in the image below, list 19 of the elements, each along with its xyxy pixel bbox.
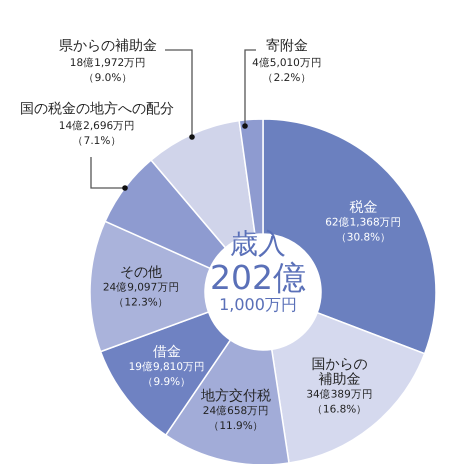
slice-label: 借金 (152, 344, 181, 360)
data-label: 24億658万円（11.9%） (202, 404, 270, 432)
slice-label: 国からの補助金 (312, 356, 368, 388)
data-label: 34億389万円（16.8%） (306, 387, 373, 416)
slice-label: 地方交付税 (200, 388, 272, 404)
data-label: 4億5,010万円（2.2%） (252, 56, 322, 84)
text: 202億 (209, 258, 307, 297)
data-label: 18億1,972万円（9.0%） (70, 56, 146, 84)
text: 歳入 (229, 227, 287, 260)
data-label: 24億9,097万円（12.3%） (102, 280, 180, 309)
slice-label: 国の税金の地方への配分 (20, 101, 174, 117)
slice-label: その他 (120, 264, 162, 281)
text: 1,000万円 (218, 295, 298, 314)
data-label: 62億1,368万円（30.8%） (325, 216, 402, 244)
slice-label: 県からの補助金 (59, 38, 157, 54)
slice-label: 寄附金 (266, 38, 308, 54)
data-label: 19億9,810万円（9.9%） (128, 360, 206, 388)
slice-label: 税金 (349, 200, 378, 216)
data-label: 14億2,696万円（7.1%） (58, 119, 136, 147)
